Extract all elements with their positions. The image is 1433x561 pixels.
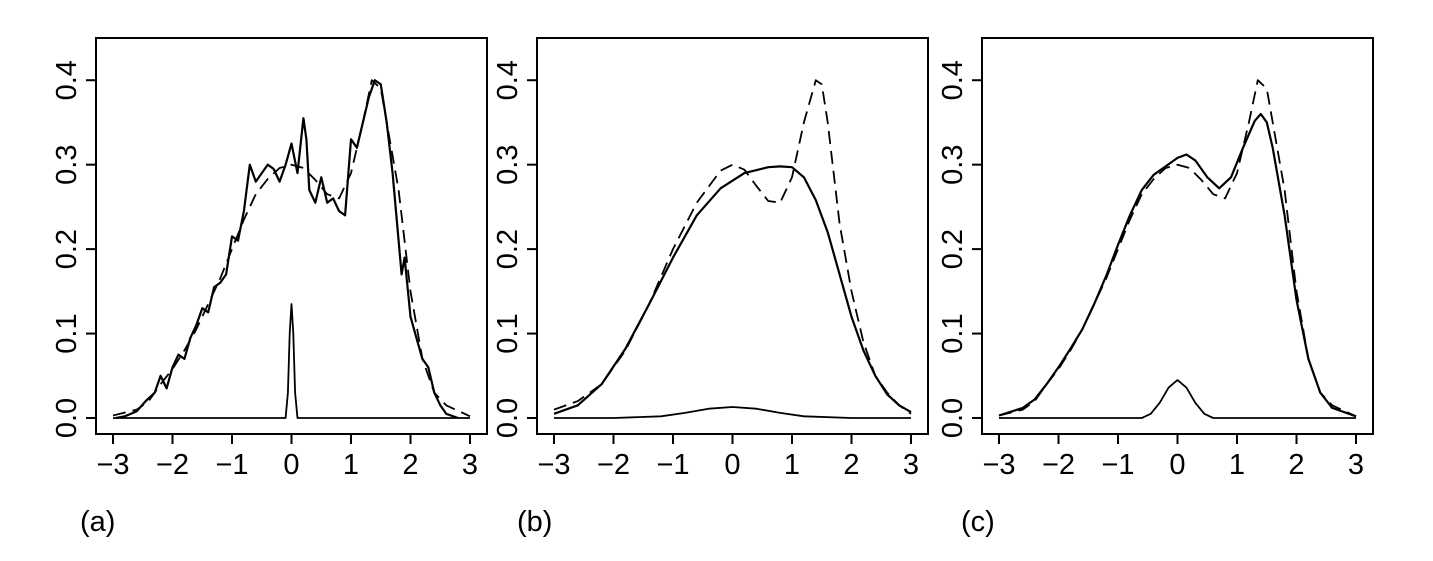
y-tick-label: 0.0 — [937, 398, 969, 438]
y-tick-label: 0.0 — [51, 398, 83, 438]
solid-curve — [554, 406, 911, 419]
x-tick-label: −2 — [1042, 449, 1075, 481]
x-tick-label: 1 — [343, 449, 359, 481]
y-tick-label: 0.4 — [937, 60, 969, 100]
y-tick-label: 0.2 — [51, 229, 83, 269]
x-tick-label: 3 — [1348, 449, 1364, 481]
panel-label: (c) — [961, 506, 995, 538]
solid-curve — [115, 79, 459, 420]
y-tick-label: 0.3 — [51, 145, 83, 185]
x-tick-label: 3 — [462, 449, 478, 481]
dashed-curve — [553, 79, 912, 415]
y-tick-label: 0.1 — [937, 313, 969, 353]
x-tick-label: 2 — [843, 449, 859, 481]
y-tick-label: 0.2 — [492, 229, 524, 269]
x-tick-label: 3 — [903, 449, 919, 481]
panel-c: −3 −2 −1 0 1 2 3 0.0 0.1 0.2 0.3 0.4 — [937, 37, 1374, 481]
x-tick-label: −1 — [656, 449, 689, 481]
x-tick-label: 1 — [784, 449, 800, 481]
x-tick-label: −1 — [215, 449, 248, 481]
panel-label: (b) — [517, 506, 552, 538]
y-tick-label: 0.4 — [492, 60, 524, 100]
dashed-curve — [998, 79, 1357, 418]
y-tick-label: 0.1 — [492, 313, 524, 353]
solid-curve — [553, 165, 912, 415]
panel-a: −3 −2 −1 0 1 2 3 0.0 0.1 0.2 0.3 0.4 — [51, 37, 488, 481]
y-tick-label: 0.1 — [51, 313, 83, 353]
y-tick-label: 0.2 — [937, 229, 969, 269]
solid-curve — [999, 379, 1356, 419]
panel-b: −3 −2 −1 0 1 2 3 0.0 0.1 0.2 0.3 0.4 — [492, 37, 929, 481]
x-tick-label: −3 — [982, 449, 1015, 481]
panel-label: (a) — [80, 506, 115, 538]
x-tick-label: 2 — [402, 449, 418, 481]
x-tick-label: −2 — [156, 449, 189, 481]
x-tick-label: −1 — [1101, 449, 1134, 481]
y-tick-label: 0.4 — [51, 60, 83, 100]
dashed-curve — [112, 79, 471, 418]
x-tick-label: −3 — [96, 449, 129, 481]
x-tick-label: −2 — [597, 449, 630, 481]
plot-frame — [536, 37, 929, 435]
x-tick-label: −3 — [537, 449, 570, 481]
solid-curve — [113, 303, 470, 419]
x-tick-label: 1 — [1229, 449, 1245, 481]
x-tick-label: 2 — [1288, 449, 1304, 481]
solid-curve — [998, 112, 1357, 418]
y-tick-label: 0.3 — [492, 145, 524, 185]
y-tick-label: 0.0 — [492, 398, 524, 438]
y-tick-label: 0.3 — [937, 145, 969, 185]
x-tick-label: 0 — [283, 449, 299, 481]
x-tick-label: 0 — [724, 449, 740, 481]
x-tick-label: 0 — [1169, 449, 1185, 481]
